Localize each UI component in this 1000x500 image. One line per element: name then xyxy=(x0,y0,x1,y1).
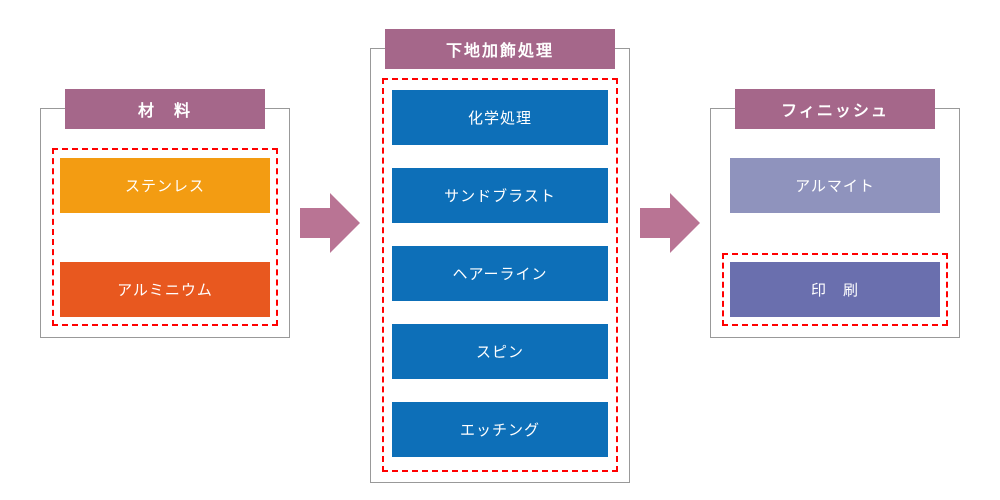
item-sandblast-label: サンドブラスト xyxy=(444,185,556,206)
stage-finish-header: フィニッシュ xyxy=(735,89,935,129)
item-hairline: ヘアーライン xyxy=(392,246,608,301)
item-print: 印 刷 xyxy=(730,262,940,317)
arrow-2 xyxy=(640,193,700,253)
item-stainless: ステンレス xyxy=(60,158,270,213)
item-etching: エッチング xyxy=(392,402,608,457)
item-chemical: 化学処理 xyxy=(392,90,608,145)
stage-treatment-header: 下地加飾処理 xyxy=(385,29,615,69)
item-aluminum: アルミニウム xyxy=(60,262,270,317)
item-alumite-label: アルマイト xyxy=(795,175,875,196)
item-sandblast: サンドブラスト xyxy=(392,168,608,223)
item-hairline-label: ヘアーライン xyxy=(452,263,547,284)
item-chemical-label: 化学処理 xyxy=(468,107,532,128)
item-spin: スピン xyxy=(392,324,608,379)
item-alumite: アルマイト xyxy=(730,158,940,213)
arrow-1 xyxy=(300,193,360,253)
item-stainless-label: ステンレス xyxy=(125,175,205,196)
stage-materials-header: 材 料 xyxy=(65,89,265,129)
item-spin-label: スピン xyxy=(476,341,524,362)
item-aluminum-label: アルミニウム xyxy=(117,279,213,300)
item-etching-label: エッチング xyxy=(460,419,540,440)
item-print-label: 印 刷 xyxy=(811,279,859,300)
